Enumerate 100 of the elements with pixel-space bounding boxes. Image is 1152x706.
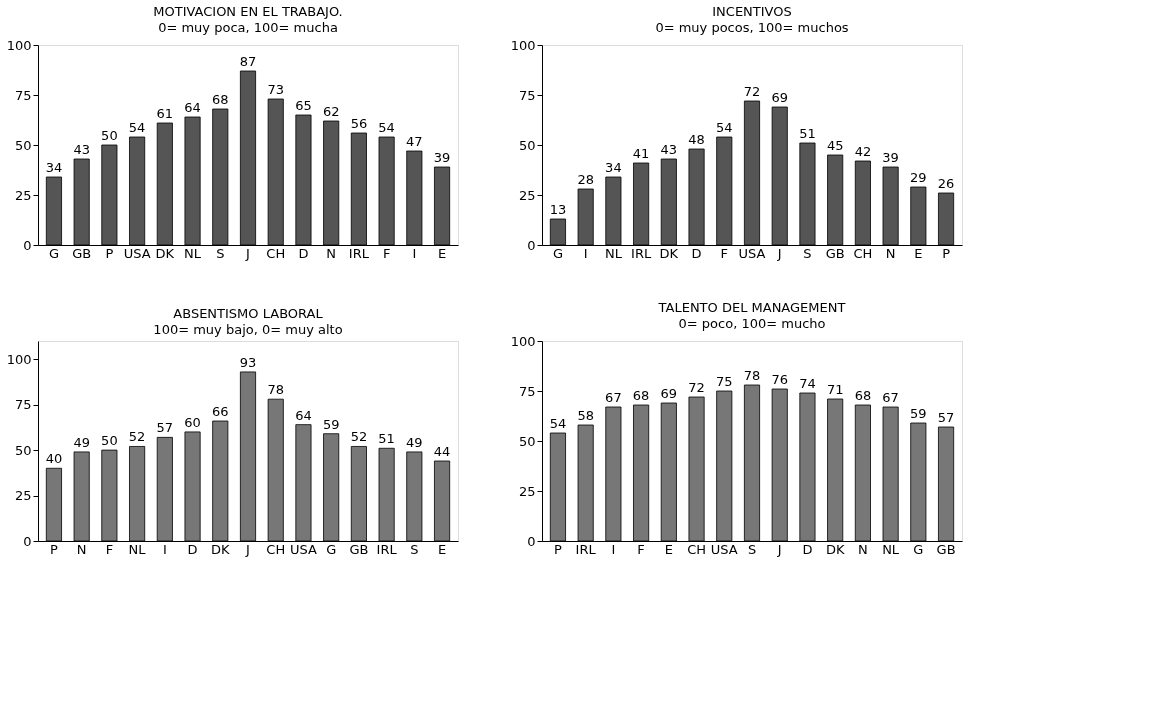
data-label: 42 bbox=[854, 144, 872, 159]
data-label: 75 bbox=[716, 374, 733, 389]
data-label: 59 bbox=[322, 416, 340, 432]
data-label: 45 bbox=[826, 138, 844, 153]
x-tick-label: D bbox=[298, 245, 309, 261]
data-label: 51 bbox=[378, 431, 395, 447]
x-tick-label: P bbox=[942, 245, 951, 261]
x-tick-label: P bbox=[105, 245, 114, 261]
x-tick-label: D bbox=[802, 541, 813, 557]
x-tick-label: D bbox=[187, 541, 198, 557]
x-tick-label: S bbox=[410, 541, 419, 557]
data-label: 26 bbox=[937, 176, 955, 191]
data-label: 61 bbox=[156, 106, 174, 121]
y-tick-label: 0 bbox=[23, 237, 32, 253]
x-tick-label: G bbox=[913, 541, 924, 557]
data-label: 52 bbox=[128, 429, 146, 445]
data-label: 68 bbox=[632, 388, 650, 403]
data-label: 69 bbox=[660, 386, 678, 401]
x-tick-label: CH bbox=[266, 541, 286, 557]
data-label: 78 bbox=[743, 368, 761, 383]
x-tick-label: IRL bbox=[348, 245, 370, 261]
x-tick-label: USA bbox=[289, 541, 317, 557]
x-tick-label: DK bbox=[211, 541, 231, 557]
data-label: 34 bbox=[45, 160, 63, 175]
x-tick-label: DK bbox=[155, 245, 175, 261]
data-label: 44 bbox=[433, 444, 451, 459]
y-tick-label: 50 bbox=[14, 137, 32, 153]
x-tick-label: P bbox=[554, 541, 563, 557]
data-label: 62 bbox=[322, 104, 340, 119]
y-tick-label: 100 bbox=[510, 37, 536, 53]
x-tick-label: IRL bbox=[631, 245, 652, 261]
data-label: 28 bbox=[577, 172, 594, 187]
data-label: 78 bbox=[267, 382, 284, 398]
x-tick-label: IRL bbox=[376, 541, 398, 557]
x-tick-label: P bbox=[50, 541, 59, 557]
data-label: 51 bbox=[799, 126, 816, 141]
x-tick-label: F bbox=[720, 245, 729, 261]
data-label: 49 bbox=[406, 434, 423, 450]
x-tick-label: GB bbox=[936, 541, 956, 557]
x-tick-label: DK bbox=[659, 245, 679, 261]
x-tick-label: F bbox=[637, 541, 645, 557]
data-label: 49 bbox=[73, 434, 90, 450]
data-label: 41 bbox=[632, 146, 650, 161]
chart-title: ABSENTISMO LABORAL bbox=[173, 306, 324, 321]
x-tick-label: J bbox=[776, 541, 782, 557]
x-tick-label: USA bbox=[123, 245, 151, 261]
y-tick-label: 75 bbox=[518, 383, 536, 399]
data-label: 57 bbox=[156, 420, 174, 436]
data-label: 40 bbox=[45, 451, 63, 467]
x-tick-label: F bbox=[105, 541, 114, 557]
chart-subtitle: 0= muy pocos, 100= muchos bbox=[655, 20, 849, 35]
chart-subtitle: 0= poco, 100= mucho bbox=[678, 316, 826, 331]
data-label: 76 bbox=[771, 372, 788, 387]
data-label: 54 bbox=[378, 120, 395, 135]
y-tick-label: 0 bbox=[23, 533, 32, 549]
y-tick-label: 75 bbox=[14, 87, 32, 103]
data-label: 72 bbox=[688, 380, 705, 395]
x-tick-label: CH bbox=[853, 245, 873, 261]
data-label: 68 bbox=[212, 92, 229, 107]
x-tick-label: E bbox=[914, 245, 923, 261]
chart-subtitle: 100= muy bajo, 0= muy alto bbox=[153, 322, 343, 337]
x-tick-label: G bbox=[552, 245, 563, 261]
data-label: 34 bbox=[605, 160, 622, 175]
data-label: 39 bbox=[433, 150, 451, 165]
x-tick-label: N bbox=[326, 245, 337, 261]
data-label: 57 bbox=[937, 410, 955, 425]
data-label: 39 bbox=[882, 150, 899, 165]
y-tick-label: 50 bbox=[518, 137, 536, 153]
x-tick-label: NL bbox=[128, 541, 147, 557]
data-label: 56 bbox=[350, 116, 368, 131]
data-label: 50 bbox=[101, 433, 118, 449]
y-tick-label: 75 bbox=[518, 87, 536, 103]
data-label: 64 bbox=[184, 100, 201, 115]
data-label: 47 bbox=[406, 134, 423, 149]
data-label: 74 bbox=[799, 376, 816, 391]
data-label: 73 bbox=[267, 82, 284, 97]
x-tick-label: S bbox=[216, 245, 225, 261]
x-tick-label: E bbox=[664, 541, 673, 557]
y-tick-label: 0 bbox=[527, 237, 536, 253]
x-tick-label: NL bbox=[604, 245, 623, 261]
y-tick-label: 100 bbox=[6, 351, 32, 367]
data-label: 54 bbox=[128, 120, 146, 135]
data-label: 60 bbox=[184, 414, 201, 430]
chart-title: MOTIVACION EN EL TRABAJO. bbox=[153, 4, 343, 19]
data-label: 68 bbox=[854, 388, 872, 403]
y-tick-label: 50 bbox=[14, 442, 32, 458]
y-tick-label: 25 bbox=[518, 187, 536, 203]
data-label: 13 bbox=[549, 202, 567, 217]
data-label: 69 bbox=[771, 90, 788, 105]
data-label: 48 bbox=[688, 132, 705, 147]
data-label: 43 bbox=[660, 142, 678, 157]
x-tick-label: S bbox=[747, 541, 757, 557]
x-tick-label: GB bbox=[349, 541, 369, 557]
x-tick-label: N bbox=[885, 245, 896, 261]
x-tick-label: J bbox=[245, 541, 250, 557]
x-tick-label: N bbox=[76, 541, 87, 557]
x-tick-label: CH bbox=[687, 541, 706, 557]
x-tick-label: USA bbox=[710, 541, 738, 557]
x-tick-label: I bbox=[583, 245, 588, 261]
x-tick-label: NL bbox=[882, 541, 900, 557]
